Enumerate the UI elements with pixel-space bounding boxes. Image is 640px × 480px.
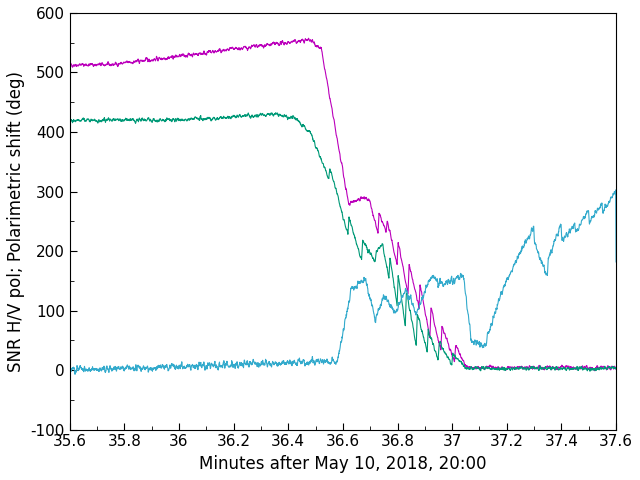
Y-axis label: SNR H/V pol; Polarimetric shift (deg): SNR H/V pol; Polarimetric shift (deg) — [7, 71, 25, 372]
X-axis label: Minutes after May 10, 2018, 20:00: Minutes after May 10, 2018, 20:00 — [199, 455, 486, 473]
